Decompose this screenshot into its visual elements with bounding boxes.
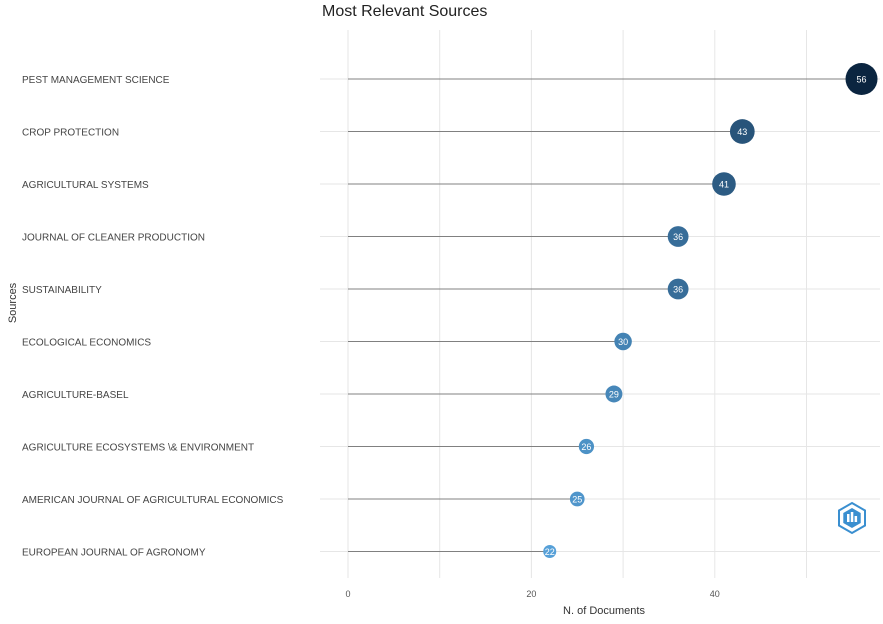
data-label: 41 — [719, 180, 729, 190]
data-point — [605, 385, 623, 403]
category-label: EUROPEAN JOURNAL OF AGRONOMY — [22, 548, 206, 559]
x-tick-label: 40 — [710, 589, 720, 599]
data-label: 26 — [581, 442, 591, 452]
category-label: AGRICULTURE ECOSYSTEMS \& ENVIRONMENT — [22, 443, 254, 454]
data-point — [712, 172, 736, 196]
category-label: PEST MANAGEMENT SCIENCE — [22, 75, 170, 86]
data-label: 25 — [572, 495, 582, 505]
data-label: 43 — [737, 127, 747, 137]
data-point — [569, 491, 585, 507]
category-label: CROP PROTECTION — [22, 128, 119, 139]
data-label: 36 — [673, 232, 683, 242]
category-label: SUSTAINABILITY — [22, 285, 102, 296]
data-label: 22 — [545, 547, 555, 557]
segments — [348, 78, 862, 552]
x-tick-label: 20 — [526, 589, 536, 599]
x-tick-label: 0 — [345, 589, 350, 599]
data-label: 29 — [609, 390, 619, 400]
data-point — [578, 438, 595, 455]
category-label: AMERICAN JOURNAL OF AGRICULTURAL ECONOMI… — [22, 495, 284, 506]
data-label: 36 — [673, 285, 683, 295]
data-label: 30 — [618, 337, 628, 347]
points: 56 43 41 36 36 30 29 26 25 22 — [543, 63, 878, 558]
data-point — [667, 278, 689, 300]
data-label: 56 — [857, 75, 867, 85]
data-point — [845, 63, 878, 95]
x-tick-labels: 0 20 40 — [345, 589, 719, 599]
category-labels: PEST MANAGEMENT SCIENCE CROP PROTECTION AG… — [22, 75, 284, 559]
y-axis-label: Sources — [7, 282, 19, 323]
grid — [320, 30, 880, 578]
chart-title: Most Relevant Sources — [322, 3, 487, 20]
category-label: JOURNAL OF CLEANER PRODUCTION — [22, 233, 205, 244]
bibliometrix-hexagon-icon — [838, 501, 866, 535]
data-point — [667, 226, 689, 247]
data-point — [729, 119, 755, 144]
category-label: AGRICULTURE-BASEL — [22, 390, 129, 401]
category-label: ECOLOGICAL ECONOMICS — [22, 338, 151, 349]
data-point — [614, 332, 632, 351]
data-point — [543, 545, 557, 558]
category-label: AGRICULTURAL SYSTEMS — [22, 180, 149, 191]
x-axis-label: N. of Documents — [563, 605, 645, 617]
